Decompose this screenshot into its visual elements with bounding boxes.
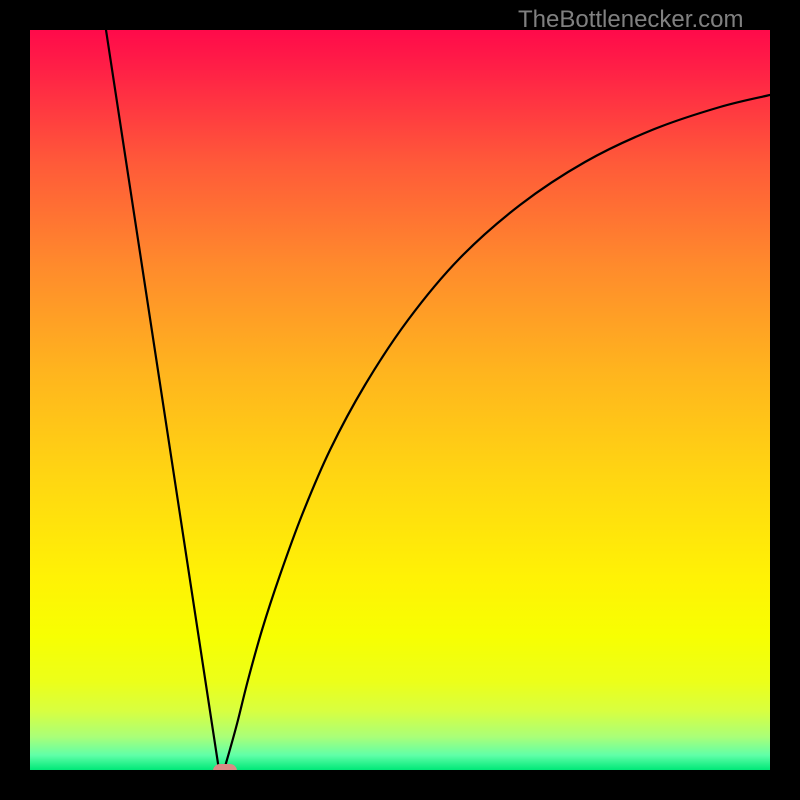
watermark-text: TheBottlenecker.com [518,6,743,34]
bottleneck-curve [30,30,770,770]
optimal-point-marker [213,764,237,770]
chart-container: TheBottlenecker.com [0,0,800,800]
plot-area [30,30,770,770]
